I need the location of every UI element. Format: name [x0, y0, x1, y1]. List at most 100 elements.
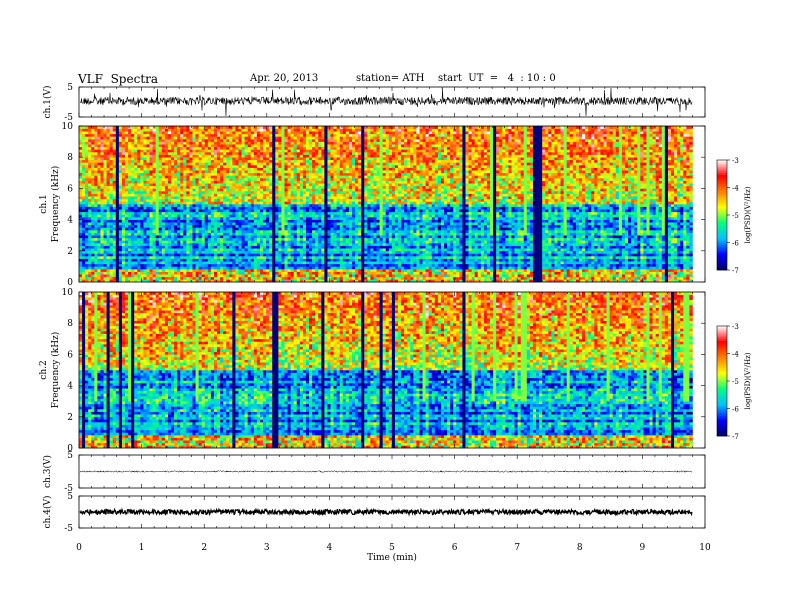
spectrogram-cell [167, 248, 172, 252]
spectrogram-cell [180, 256, 184, 259]
spectrogram-cell [88, 196, 92, 200]
spectrogram-cell [217, 256, 221, 259]
spectrogram-cell [290, 175, 295, 179]
spectrogram-cell [290, 131, 295, 135]
spectrogram-cell [137, 235, 141, 239]
spectrogram-cell [253, 136, 258, 140]
spectrogram-cell [213, 183, 218, 187]
spectrogram-cell [88, 188, 92, 192]
spectrogram-cell [210, 133, 215, 137]
spectrogram-cell [315, 149, 319, 153]
spectrogram-cell [195, 183, 199, 187]
spectrogram-cell [158, 222, 163, 226]
spectrogram-cell [79, 198, 83, 202]
spectrogram-cell [192, 230, 196, 233]
spectrogram-cell [318, 146, 322, 150]
spectrogram-cell [128, 128, 132, 132]
spectrogram-cell [143, 144, 147, 148]
spectrogram-cell [324, 250, 328, 254]
spectrogram-cell [121, 230, 126, 233]
spectrogram-cell [241, 256, 245, 259]
spectrogram-cell [312, 172, 316, 176]
spectrogram-cell [100, 219, 104, 223]
spectrogram-cell [256, 230, 261, 233]
spectrogram-cell [146, 222, 150, 226]
spectrogram-cell [226, 185, 230, 189]
spectrogram-cell [103, 170, 107, 174]
spectrogram-cell [94, 222, 98, 226]
spectrogram-cell [220, 204, 224, 207]
spectrogram-cell [88, 217, 92, 220]
spectrogram-cell [207, 131, 212, 135]
spectrogram-cell [146, 167, 150, 171]
spectrogram-cell [143, 237, 147, 241]
spectrogram-cell [226, 136, 230, 140]
spectrogram-cell [161, 214, 166, 218]
spectrogram-cell [220, 159, 224, 163]
spectrogram-cell [281, 209, 285, 213]
spectrogram-cell [85, 235, 89, 239]
spectrogram-cell [290, 240, 295, 244]
spectrogram-cell [186, 230, 190, 233]
spectrogram-cell [128, 198, 132, 202]
spectrogram-cell [198, 157, 202, 161]
spectrogram-cell [217, 263, 221, 267]
spectrogram-cell [82, 253, 86, 257]
spectrogram-cell [143, 178, 147, 181]
spectrogram-cell [143, 209, 147, 213]
spectrogram-cell [244, 141, 249, 145]
spectrogram-cell [244, 274, 249, 278]
spectrogram-cell [146, 183, 150, 187]
spectrogram-cell [192, 141, 196, 145]
spectrogram-cell [125, 224, 129, 228]
spectrogram-cell [309, 136, 313, 140]
spectrogram-cell [210, 141, 215, 145]
spectrogram-cell [189, 279, 193, 283]
spectrogram-cell [198, 128, 202, 132]
spectrogram-cell [269, 178, 273, 181]
spectrogram-cell [146, 165, 150, 168]
spectrogram-cell [121, 232, 126, 236]
spectrogram-cell [272, 178, 276, 181]
spectrogram-cell [312, 133, 316, 137]
spectrogram-cell [106, 245, 110, 249]
spectrogram-cell [180, 198, 184, 202]
spectrogram-cell [131, 245, 135, 249]
spectrogram-cell [256, 201, 261, 205]
spectrogram-cell [269, 131, 273, 135]
spectrogram-cell [103, 180, 107, 184]
spectrogram-cell [103, 250, 107, 254]
spectrogram-cell [309, 279, 313, 283]
spectrogram-cell [213, 139, 218, 142]
spectrogram-cell [161, 261, 166, 265]
spectrogram-cell [309, 248, 313, 252]
spectrogram-cell [94, 144, 98, 148]
spectrogram-cell [91, 269, 95, 272]
spectrogram-cell [192, 175, 196, 179]
spectrogram-cell [174, 178, 178, 181]
spectrogram-cell [324, 271, 328, 275]
spectrogram-cell [253, 139, 258, 142]
spectrogram-cell [100, 240, 104, 244]
spectrogram-cell [305, 230, 310, 233]
spectrogram-cell [324, 183, 328, 187]
spectrogram-cell [305, 245, 310, 249]
spectrogram-cell [324, 172, 328, 176]
spectrogram-cell [238, 185, 242, 189]
spectrogram-cell [201, 248, 206, 252]
spectrogram-cell [220, 126, 224, 129]
spectrogram-cell [140, 162, 144, 166]
spectrogram-cell [97, 131, 101, 135]
spectrogram-cell [161, 198, 166, 202]
spectrogram-cell [164, 209, 169, 213]
spectrogram-cell [158, 237, 163, 241]
spectrogram-cell [118, 172, 123, 176]
spectrogram-cell [158, 276, 163, 280]
spectrogram-cell [324, 126, 328, 129]
spectrogram-cell [217, 162, 221, 166]
spectrogram-cell [164, 180, 169, 184]
spectrogram-cell [106, 211, 110, 215]
spectrogram-cell [140, 209, 144, 213]
spectrogram-cell [88, 154, 92, 158]
spectrogram-cell [103, 219, 107, 223]
